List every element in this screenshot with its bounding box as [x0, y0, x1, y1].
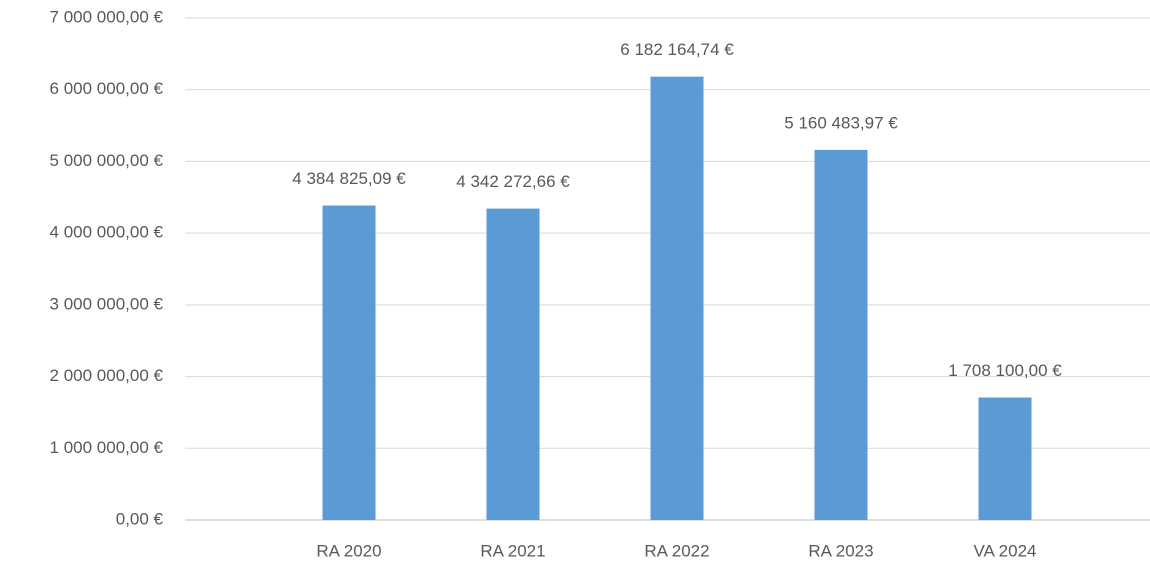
bar [650, 76, 704, 520]
y-tick-label: 5 000 000,00 € [50, 151, 164, 170]
y-tick-label: 4 000 000,00 € [50, 223, 164, 242]
y-tick-label: 2 000 000,00 € [50, 366, 164, 385]
bar [814, 149, 868, 521]
data-label: 4 342 272,66 € [456, 172, 570, 191]
y-tick-label: 7 000 000,00 € [50, 7, 164, 26]
y-tick-label: 1 000 000,00 € [50, 438, 164, 457]
data-label: 4 384 825,09 € [292, 169, 406, 188]
data-label: 6 182 164,74 € [620, 40, 734, 59]
y-tick-label: 0,00 € [116, 509, 164, 528]
data-label: 1 708 100,00 € [948, 361, 1062, 380]
y-tick-label: 3 000 000,00 € [50, 294, 164, 313]
x-tick-label: RA 2020 [316, 541, 381, 560]
bar [486, 208, 540, 520]
x-tick-label: RA 2023 [808, 541, 873, 560]
x-tick-label: RA 2021 [480, 541, 545, 560]
data-label: 5 160 483,97 € [784, 113, 898, 132]
x-tick-label: VA 2024 [973, 541, 1036, 560]
y-tick-label: 6 000 000,00 € [50, 79, 164, 98]
x-tick-label: RA 2022 [644, 541, 709, 560]
bar [322, 205, 376, 520]
bar [978, 397, 1032, 520]
